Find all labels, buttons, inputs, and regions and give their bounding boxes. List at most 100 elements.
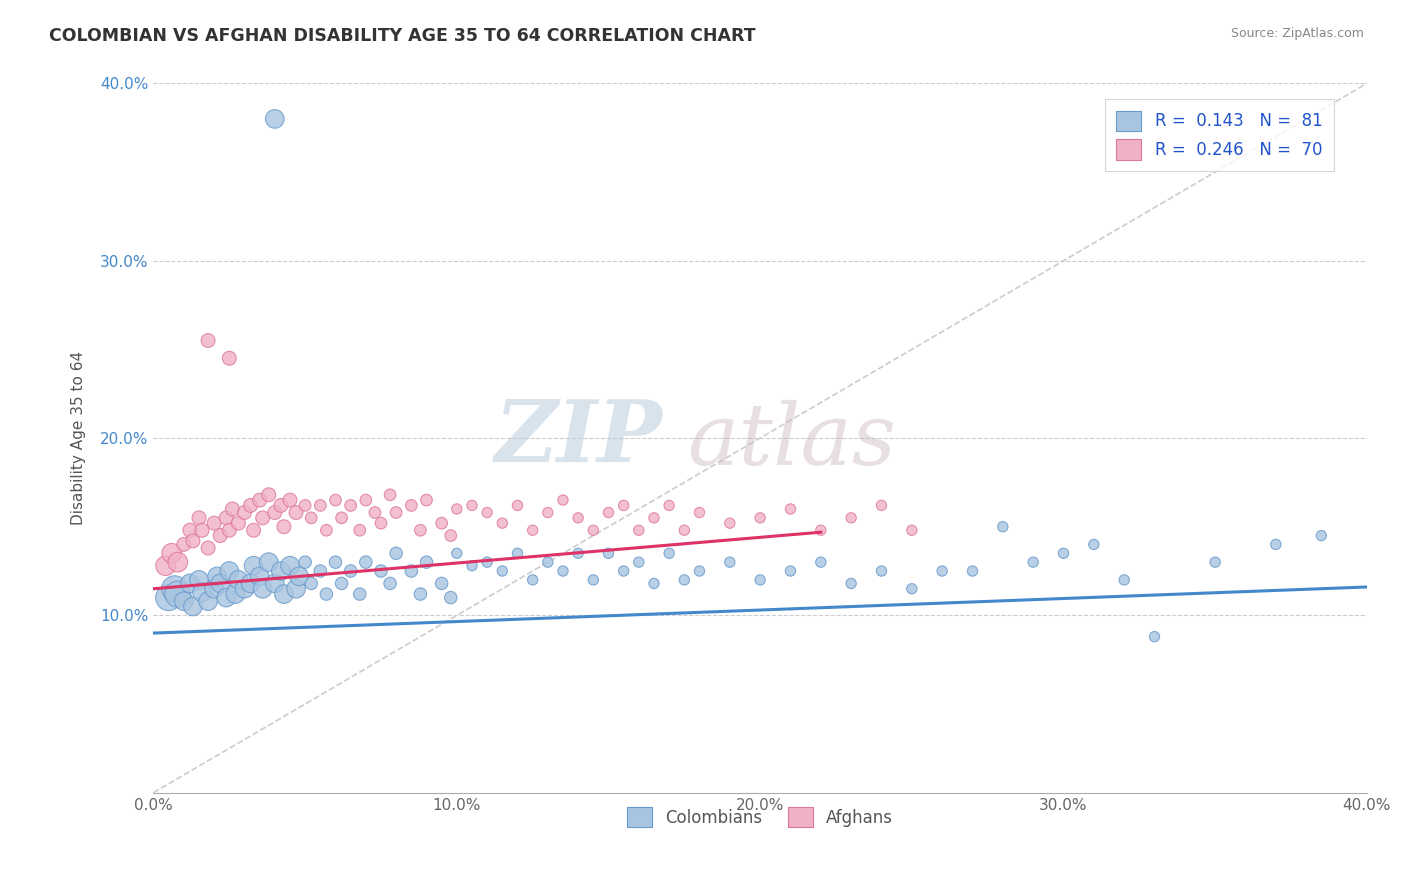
Point [278,558,301,573]
Point [239,576,262,591]
Point [1204,555,1226,569]
Point [567,546,589,560]
Point [294,499,316,513]
Point [779,502,801,516]
Point [598,546,620,560]
Point [218,564,240,578]
Point [197,334,219,348]
Point [613,564,636,578]
Point [839,511,862,525]
Point [173,594,195,608]
Point [475,555,498,569]
Point [839,576,862,591]
Point [166,587,188,601]
Point [299,511,322,525]
Point [461,499,484,513]
Point [191,523,214,537]
Point [506,546,529,560]
Point [330,576,353,591]
Point [627,523,650,537]
Point [263,112,285,126]
Point [643,576,665,591]
Point [378,576,401,591]
Point [339,564,361,578]
Point [582,573,605,587]
Point [689,564,711,578]
Text: atlas: atlas [688,401,897,483]
Point [181,599,204,614]
Point [1264,537,1286,551]
Point [1083,537,1105,551]
Point [673,573,696,587]
Point [299,576,322,591]
Point [537,555,560,569]
Point [349,587,371,601]
Point [506,499,529,513]
Point [273,519,295,533]
Point [522,573,544,587]
Point [440,528,463,542]
Text: ZIP: ZIP [495,396,664,480]
Point [409,587,432,601]
Point [779,564,801,578]
Point [491,516,513,530]
Point [385,506,408,520]
Point [810,523,832,537]
Point [354,555,377,569]
Point [218,523,240,537]
Point [551,564,574,578]
Point [810,555,832,569]
Point [228,573,250,587]
Point [228,516,250,530]
Point [209,528,232,542]
Point [257,488,280,502]
Point [325,555,347,569]
Point [270,499,292,513]
Point [202,516,225,530]
Point [315,587,337,601]
Point [330,511,353,525]
Text: COLOMBIAN VS AFGHAN DISABILITY AGE 35 TO 64 CORRELATION CHART: COLOMBIAN VS AFGHAN DISABILITY AGE 35 TO… [49,27,756,45]
Point [1143,630,1166,644]
Point [252,582,274,596]
Point [155,558,177,573]
Point [415,493,437,508]
Point [309,564,332,578]
Point [263,576,285,591]
Text: Source: ZipAtlas.com: Source: ZipAtlas.com [1230,27,1364,40]
Point [567,511,589,525]
Point [294,555,316,569]
Point [166,555,188,569]
Point [475,506,498,520]
Point [215,591,238,605]
Point [188,511,211,525]
Point [179,576,201,591]
Point [233,506,256,520]
Point [202,582,225,596]
Point [349,523,371,537]
Point [252,511,274,525]
Point [197,594,219,608]
Point [209,576,232,591]
Point [718,516,741,530]
Point [242,523,264,537]
Point [461,558,484,573]
Point [370,516,392,530]
Point [215,511,238,525]
Point [249,569,271,583]
Point [197,541,219,555]
Point [901,582,924,596]
Point [325,493,347,508]
Point [188,573,211,587]
Point [962,564,984,578]
Point [537,506,560,520]
Point [249,493,271,508]
Point [1022,555,1045,569]
Point [658,499,681,513]
Legend: Colombians, Afghans: Colombians, Afghans [620,800,900,834]
Point [749,573,772,587]
Point [224,587,246,601]
Point [364,506,387,520]
Point [522,523,544,537]
Point [378,488,401,502]
